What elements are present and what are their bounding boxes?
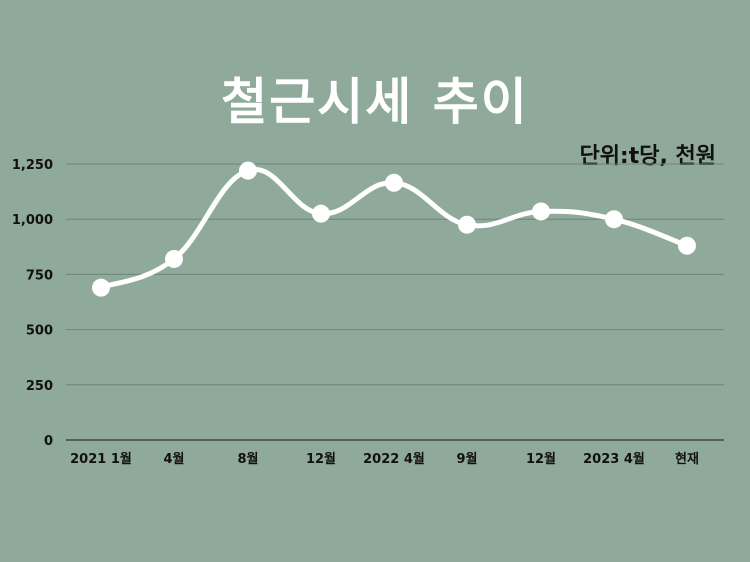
y-axis-ticks: 0 250 500 750 1,000 1,250	[12, 158, 53, 449]
y-tick-label: 1,000	[12, 213, 53, 228]
series-price	[92, 161, 696, 297]
x-tick-label: 현재	[675, 451, 699, 467]
x-tick-label: 4월	[163, 451, 184, 467]
chart-title: 철근시세 추이	[221, 73, 529, 131]
x-tick-label: 8월	[237, 451, 258, 467]
y-tick-label: 500	[26, 324, 53, 339]
y-tick-label: 250	[26, 379, 53, 394]
data-point	[678, 236, 696, 255]
gridlines	[66, 163, 724, 441]
x-tick-label: 2023 4월	[583, 451, 645, 467]
unit-label: 단위:t당, 천원	[579, 144, 716, 169]
data-point	[92, 278, 110, 297]
x-tick-label: 2021 1월	[70, 451, 132, 467]
data-point	[458, 215, 476, 234]
x-tick-label: 12월	[306, 451, 336, 467]
data-point	[385, 173, 403, 192]
data-point	[605, 210, 623, 229]
series-line	[98, 167, 690, 291]
data-point	[165, 249, 183, 268]
data-point	[532, 202, 550, 221]
data-point	[312, 204, 330, 223]
x-tick-label: 9월	[456, 451, 477, 467]
y-tick-label: 1,250	[12, 158, 53, 173]
x-tick-label: 12월	[526, 451, 556, 467]
y-tick-label: 750	[26, 268, 53, 283]
y-tick-label: 0	[44, 434, 53, 449]
x-tick-label: 2022 4월	[363, 451, 425, 467]
x-axis-ticks: 2021 1월 4월 8월 12월 2022 4월 9월 12월 2023 4월 현재	[70, 451, 699, 467]
data-point	[239, 161, 257, 180]
